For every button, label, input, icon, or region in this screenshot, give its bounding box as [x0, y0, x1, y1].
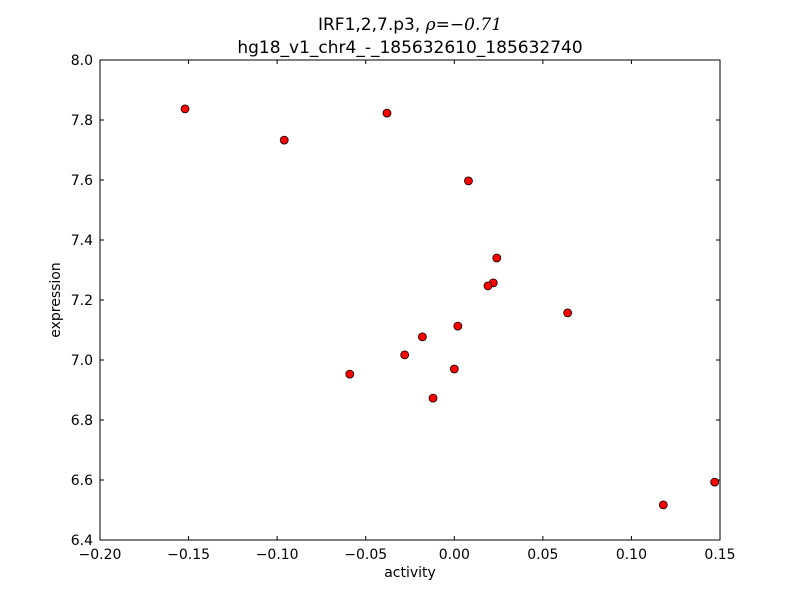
data-point — [658, 500, 668, 510]
data-point — [345, 369, 355, 379]
data-point — [400, 350, 410, 360]
data-point — [483, 281, 493, 291]
x-tick-label: 0.10 — [616, 547, 647, 563]
x-tick-label: −0.20 — [79, 547, 122, 563]
y-tick-label: 7.8 — [71, 113, 93, 129]
data-point — [563, 308, 573, 318]
y-tick-label: 6.6 — [71, 473, 93, 489]
x-tick-label: −0.10 — [256, 547, 299, 563]
x-tick-label: 0.00 — [439, 547, 470, 563]
x-tick-label: −0.05 — [344, 547, 387, 563]
y-tick-label: 8.0 — [71, 53, 93, 69]
title-prefix: IRF1,2,7.p3, — [318, 15, 426, 35]
chart-title-line1: IRF1,2,7.p3, ρ=−0.71 — [318, 15, 502, 35]
x-tick-label: 0.15 — [704, 547, 735, 563]
chart-title-line2: hg18_v1_chr4_-_185632610_185632740 — [237, 38, 582, 58]
data-point — [428, 393, 438, 403]
data-point — [453, 321, 463, 331]
data-point — [279, 135, 289, 145]
y-tick-label: 7.6 — [71, 173, 93, 189]
y-tick-label: 7.2 — [71, 293, 93, 309]
x-tick-label: −0.15 — [167, 547, 210, 563]
data-point — [417, 332, 427, 342]
data-point — [492, 253, 502, 263]
y-tick-label: 6.8 — [71, 413, 93, 429]
plot-frame — [99, 59, 721, 541]
y-axis-label: expression — [48, 262, 64, 338]
x-tick-label: 0.05 — [527, 547, 558, 563]
title-rho: ρ=−0.71 — [425, 15, 502, 35]
data-point — [180, 104, 190, 114]
y-tick-label: 7.4 — [71, 233, 93, 249]
x-axis-label: activity — [384, 565, 436, 581]
data-point — [382, 108, 392, 118]
data-point — [449, 364, 459, 374]
data-point — [464, 176, 473, 186]
y-tick-label: 6.4 — [71, 533, 93, 549]
data-point — [710, 477, 720, 487]
y-tick-label: 7.0 — [71, 353, 93, 369]
